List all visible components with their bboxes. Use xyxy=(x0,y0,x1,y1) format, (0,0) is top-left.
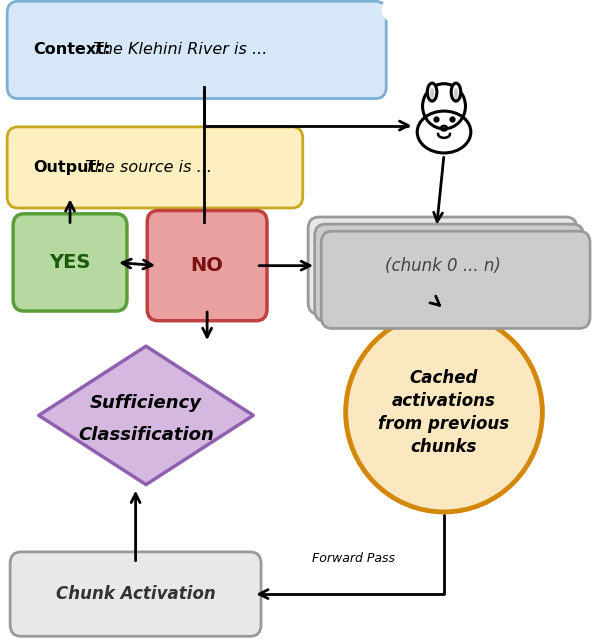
Ellipse shape xyxy=(381,0,411,23)
Text: Classification: Classification xyxy=(78,426,214,444)
FancyBboxPatch shape xyxy=(10,552,261,636)
FancyBboxPatch shape xyxy=(308,217,577,314)
Text: Sufficiency: Sufficiency xyxy=(90,393,202,412)
Ellipse shape xyxy=(454,88,458,99)
Ellipse shape xyxy=(427,83,437,101)
Text: YES: YES xyxy=(49,253,91,272)
Text: NO: NO xyxy=(191,256,224,275)
FancyBboxPatch shape xyxy=(7,1,386,99)
FancyBboxPatch shape xyxy=(13,214,127,311)
Ellipse shape xyxy=(477,0,507,23)
Text: Context:: Context: xyxy=(33,43,110,57)
FancyBboxPatch shape xyxy=(321,231,590,328)
FancyBboxPatch shape xyxy=(315,224,583,321)
Text: Cached
activations
from previous
chunks: Cached activations from previous chunks xyxy=(378,369,510,455)
Ellipse shape xyxy=(451,83,461,101)
Ellipse shape xyxy=(321,109,353,142)
FancyBboxPatch shape xyxy=(7,127,303,208)
Text: The Klehini River is ...: The Klehini River is ... xyxy=(88,43,267,57)
FancyBboxPatch shape xyxy=(147,211,267,321)
Ellipse shape xyxy=(535,109,567,142)
Ellipse shape xyxy=(346,312,542,512)
Ellipse shape xyxy=(430,88,434,99)
Text: (chunk 0 ... n): (chunk 0 ... n) xyxy=(384,257,501,274)
Text: Chunk Activation: Chunk Activation xyxy=(55,585,216,603)
Text: Forward Pass: Forward Pass xyxy=(312,552,395,565)
Ellipse shape xyxy=(418,134,470,182)
Text: Output:: Output: xyxy=(33,160,103,175)
Text: The source is ...: The source is ... xyxy=(80,160,212,175)
Polygon shape xyxy=(39,346,253,485)
